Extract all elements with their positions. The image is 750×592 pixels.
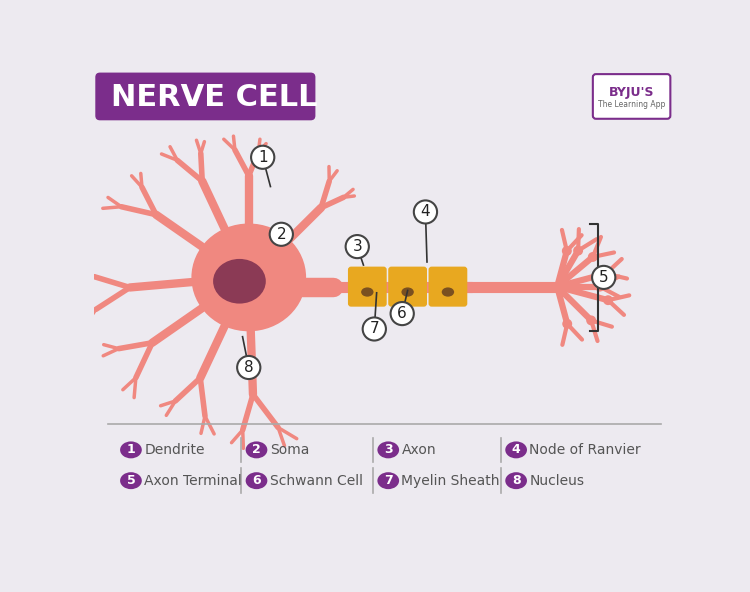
Circle shape bbox=[589, 253, 597, 261]
Text: 5: 5 bbox=[599, 270, 608, 285]
Text: NERVE CELL: NERVE CELL bbox=[111, 83, 317, 112]
Text: 3: 3 bbox=[384, 443, 392, 456]
Text: Myelin Sheath: Myelin Sheath bbox=[401, 474, 500, 488]
Circle shape bbox=[596, 282, 604, 291]
Text: 7: 7 bbox=[370, 321, 379, 336]
Ellipse shape bbox=[377, 472, 399, 489]
Circle shape bbox=[414, 201, 437, 224]
Ellipse shape bbox=[246, 472, 267, 489]
Circle shape bbox=[251, 146, 274, 169]
Text: 6: 6 bbox=[252, 474, 261, 487]
FancyBboxPatch shape bbox=[592, 74, 670, 119]
Text: 4: 4 bbox=[512, 443, 520, 456]
Ellipse shape bbox=[506, 442, 527, 458]
FancyBboxPatch shape bbox=[428, 266, 467, 307]
Ellipse shape bbox=[213, 259, 266, 304]
Circle shape bbox=[574, 246, 583, 255]
Text: 8: 8 bbox=[512, 474, 520, 487]
Text: BYJU'S: BYJU'S bbox=[609, 86, 654, 99]
Text: 5: 5 bbox=[127, 474, 135, 487]
Ellipse shape bbox=[120, 442, 142, 458]
Text: 6: 6 bbox=[398, 306, 407, 321]
Circle shape bbox=[270, 223, 293, 246]
Text: Axon: Axon bbox=[401, 443, 436, 457]
Circle shape bbox=[363, 317, 386, 340]
Text: 2: 2 bbox=[252, 443, 261, 456]
Ellipse shape bbox=[120, 472, 142, 489]
Text: Axon Terminal: Axon Terminal bbox=[144, 474, 242, 488]
Text: Soma: Soma bbox=[270, 443, 309, 457]
Ellipse shape bbox=[506, 472, 527, 489]
Circle shape bbox=[346, 235, 369, 258]
Text: 7: 7 bbox=[384, 474, 393, 487]
FancyBboxPatch shape bbox=[348, 266, 387, 307]
Ellipse shape bbox=[362, 287, 374, 297]
Ellipse shape bbox=[377, 442, 399, 458]
Circle shape bbox=[562, 247, 571, 255]
Circle shape bbox=[587, 316, 596, 324]
Circle shape bbox=[592, 266, 615, 289]
Circle shape bbox=[391, 302, 414, 325]
Ellipse shape bbox=[401, 287, 414, 297]
Circle shape bbox=[602, 269, 610, 278]
Text: 1: 1 bbox=[127, 443, 135, 456]
Text: 2: 2 bbox=[277, 227, 286, 242]
Circle shape bbox=[237, 356, 260, 379]
Text: Dendrite: Dendrite bbox=[144, 443, 205, 457]
Ellipse shape bbox=[246, 442, 267, 458]
Ellipse shape bbox=[191, 224, 306, 332]
Text: Node of Ranvier: Node of Ranvier bbox=[530, 443, 641, 457]
Text: 4: 4 bbox=[421, 204, 430, 220]
Text: The Learning App: The Learning App bbox=[598, 99, 665, 109]
Text: 8: 8 bbox=[244, 360, 254, 375]
FancyBboxPatch shape bbox=[95, 73, 316, 120]
Text: 3: 3 bbox=[352, 239, 362, 254]
Text: Nucleus: Nucleus bbox=[530, 474, 584, 488]
Text: Schwann Cell: Schwann Cell bbox=[270, 474, 363, 488]
Text: 1: 1 bbox=[258, 150, 268, 165]
Ellipse shape bbox=[442, 287, 454, 297]
Circle shape bbox=[604, 296, 612, 304]
Circle shape bbox=[563, 320, 572, 328]
FancyBboxPatch shape bbox=[388, 266, 427, 307]
